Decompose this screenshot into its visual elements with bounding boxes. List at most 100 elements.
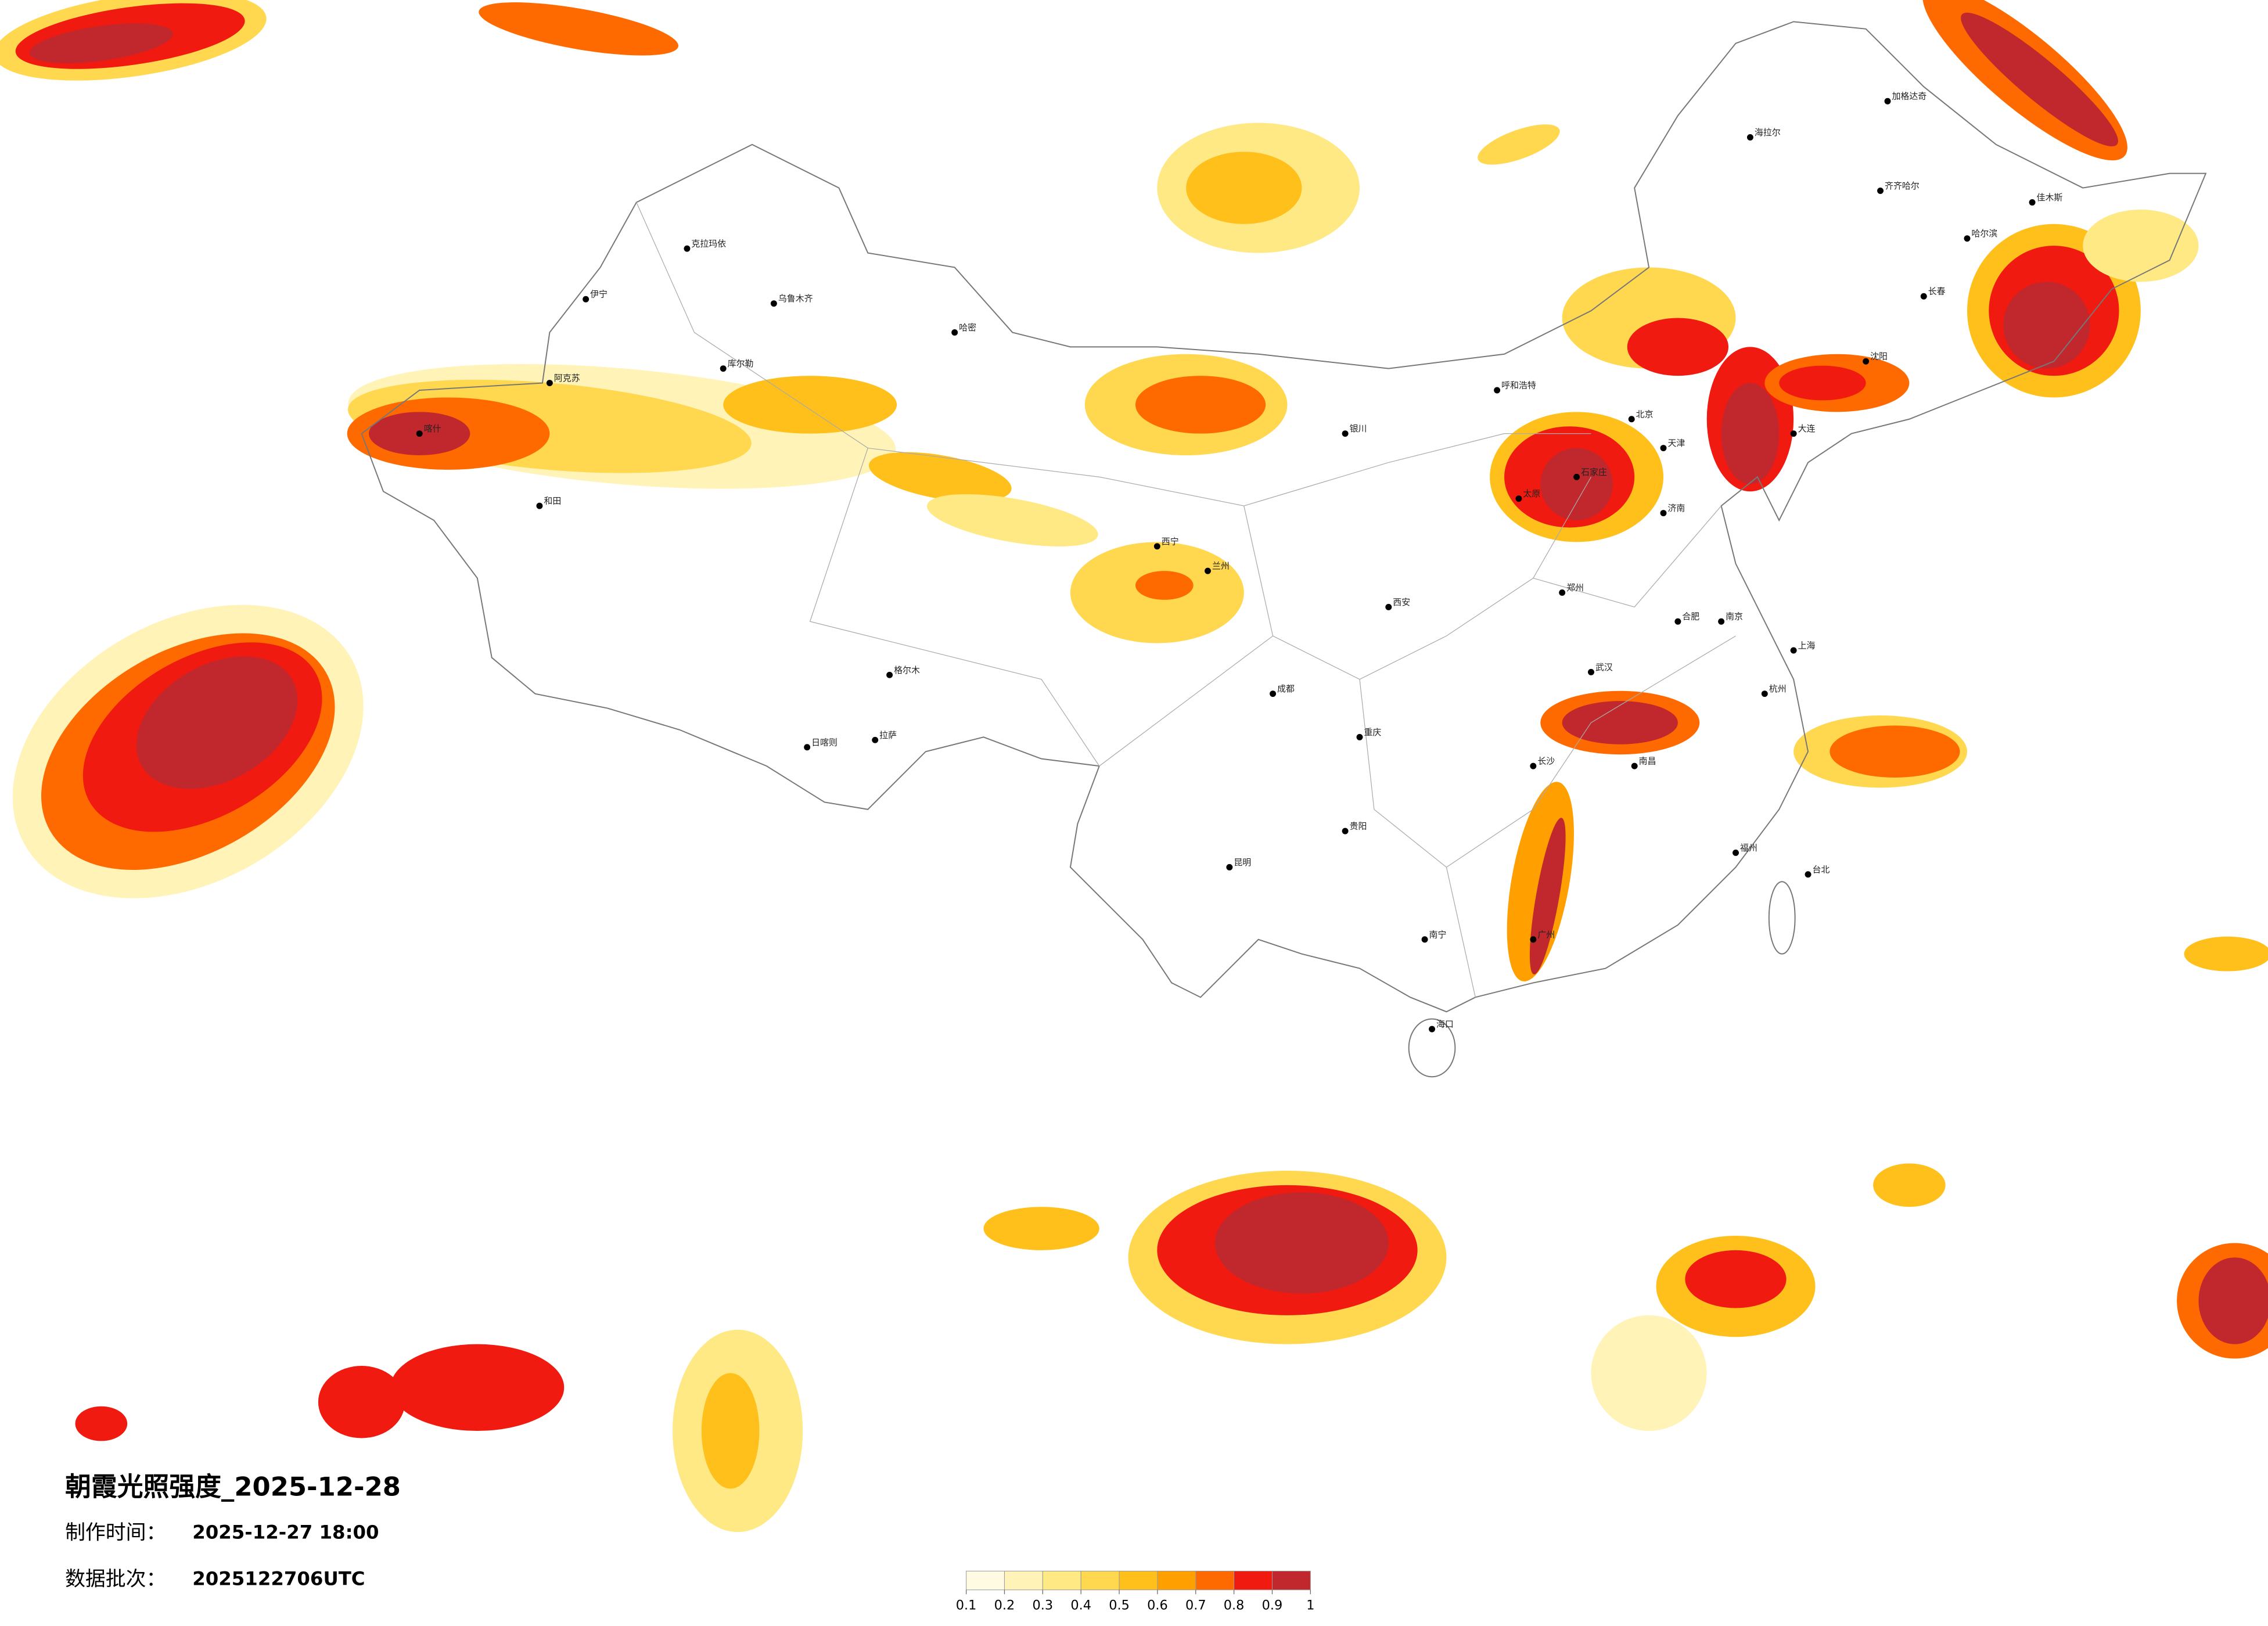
- city-label: 杭州: [1769, 684, 1787, 694]
- heat-area: [1529, 818, 1566, 974]
- city-label: 台北: [1813, 864, 1830, 875]
- heat-area: [868, 452, 1012, 502]
- heat-area: [1873, 1163, 1946, 1207]
- city-dot: [1226, 864, 1233, 870]
- city-label: 加格达奇: [1892, 91, 1926, 102]
- city-label: 阿克苏: [554, 373, 580, 383]
- city-label: 克拉玛依: [691, 239, 726, 249]
- country-outline: [361, 21, 2207, 1013]
- city-label: 哈尔滨: [1971, 228, 1997, 239]
- city-dot: [1494, 387, 1501, 394]
- city-dot: [2029, 199, 2036, 206]
- hainan-outline: [1408, 1018, 1456, 1078]
- colorbar-swatch: [1119, 1570, 1158, 1591]
- city-dot: [1964, 235, 1971, 242]
- city-label: 伊宁: [590, 289, 608, 300]
- colorbar-swatch: [1157, 1570, 1196, 1591]
- heat-area: [318, 1366, 405, 1438]
- city-dot: [1342, 828, 1349, 834]
- taiwan-outline: [1768, 881, 1796, 955]
- made-label: 制作时间：: [65, 1521, 166, 1545]
- city-dot: [1628, 416, 1635, 423]
- colorbar-swatch: [1271, 1570, 1311, 1591]
- city-dot: [886, 671, 893, 678]
- city-dot: [1805, 871, 1811, 878]
- heat-area: [1186, 152, 1302, 224]
- city-label: 上海: [1798, 641, 1816, 651]
- city-dot: [1587, 668, 1594, 675]
- city-label: 广州: [1537, 929, 1555, 940]
- city-label: 南京: [1726, 611, 1743, 622]
- city-dot: [1421, 936, 1428, 943]
- heat-area: [1135, 376, 1266, 434]
- city-dot: [583, 296, 590, 303]
- city-dot: [1573, 473, 1580, 480]
- province-borders: [636, 202, 1736, 998]
- city-dot: [1342, 430, 1349, 437]
- colorbar-tick-label: 0.2: [994, 1598, 1015, 1613]
- city-dot: [720, 365, 727, 372]
- city-dot: [684, 245, 691, 252]
- city-dot: [804, 744, 811, 751]
- heat-area: [390, 1344, 565, 1431]
- city-label: 齐齐哈尔: [1885, 181, 1920, 191]
- heat-area: [1961, 12, 2118, 147]
- heat-area: [1214, 1192, 1389, 1294]
- batch-value: 2025122706UTC: [192, 1567, 365, 1589]
- city-label: 沈阳: [1870, 351, 1888, 362]
- city-dot: [1790, 430, 1797, 437]
- city-label: 海口: [1436, 1019, 1454, 1030]
- colorbar: 0.1 0.2 0.3 0.4 0.5 0.6 0.7 0.8 0.9 1: [956, 1570, 1314, 1613]
- colorbar-swatch: [1042, 1570, 1081, 1591]
- city-label: 贵阳: [1350, 821, 1367, 832]
- city-label: 西安: [1393, 597, 1410, 607]
- city-label: 武汉: [1595, 662, 1613, 672]
- city-label: 格尔木: [894, 665, 920, 675]
- colorbar-tick-label: 0.9: [1262, 1598, 1283, 1613]
- heat-area: [1562, 701, 1678, 744]
- city-dot: [1429, 1026, 1436, 1033]
- colorbar-swatch: [1234, 1570, 1273, 1591]
- city-dot: [1877, 188, 1884, 195]
- city-label: 日喀则: [811, 737, 838, 747]
- title: 朝霞光照强度_2025-12-28: [65, 1472, 401, 1502]
- city-dot: [1761, 690, 1768, 697]
- city-dot: [1559, 589, 1566, 596]
- city-label: 南昌: [1639, 756, 1656, 767]
- colorbar-swatch: [1195, 1570, 1235, 1591]
- colorbar-tick-label: 0.8: [1224, 1598, 1245, 1613]
- city-dot: [1733, 849, 1739, 856]
- city-dot: [1356, 733, 1363, 740]
- city-label: 福州: [1740, 843, 1757, 853]
- city-label: 石家庄: [1581, 467, 1607, 477]
- city-label: 大连: [1798, 423, 1816, 434]
- city-label: 太原: [1523, 488, 1540, 499]
- city-label: 南宁: [1429, 929, 1447, 940]
- colorbar-tick-label: 0.6: [1147, 1598, 1168, 1613]
- heat-area: [723, 376, 897, 434]
- colorbar-tick-label: 0.1: [956, 1598, 977, 1613]
- city-dot: [416, 430, 423, 437]
- city-dot: [1385, 603, 1392, 610]
- heatmap: [0, 0, 2268, 1533]
- heat-area: [1135, 571, 1194, 600]
- colorbar-tick-label: 0.4: [1070, 1598, 1091, 1613]
- city-label: 海拉尔: [1755, 127, 1781, 138]
- city-label: 天津: [1667, 438, 1685, 448]
- city-label: 昆明: [1234, 857, 1251, 868]
- colorbar-tick-label: 0.5: [1109, 1598, 1130, 1613]
- city-dot: [1863, 358, 1870, 365]
- city-label: 和田: [544, 496, 561, 506]
- heat-area: [1478, 124, 1560, 165]
- city-label: 长春: [1928, 286, 1946, 297]
- city-dot: [1515, 495, 1522, 502]
- city-dot: [872, 736, 879, 743]
- city-label: 兰州: [1212, 561, 1230, 571]
- heat-area: [1779, 365, 1866, 401]
- heat-area: [983, 1207, 1099, 1250]
- city-label: 佳木斯: [2037, 192, 2063, 203]
- city-dot: [951, 329, 958, 336]
- city-label: 重庆: [1364, 727, 1381, 738]
